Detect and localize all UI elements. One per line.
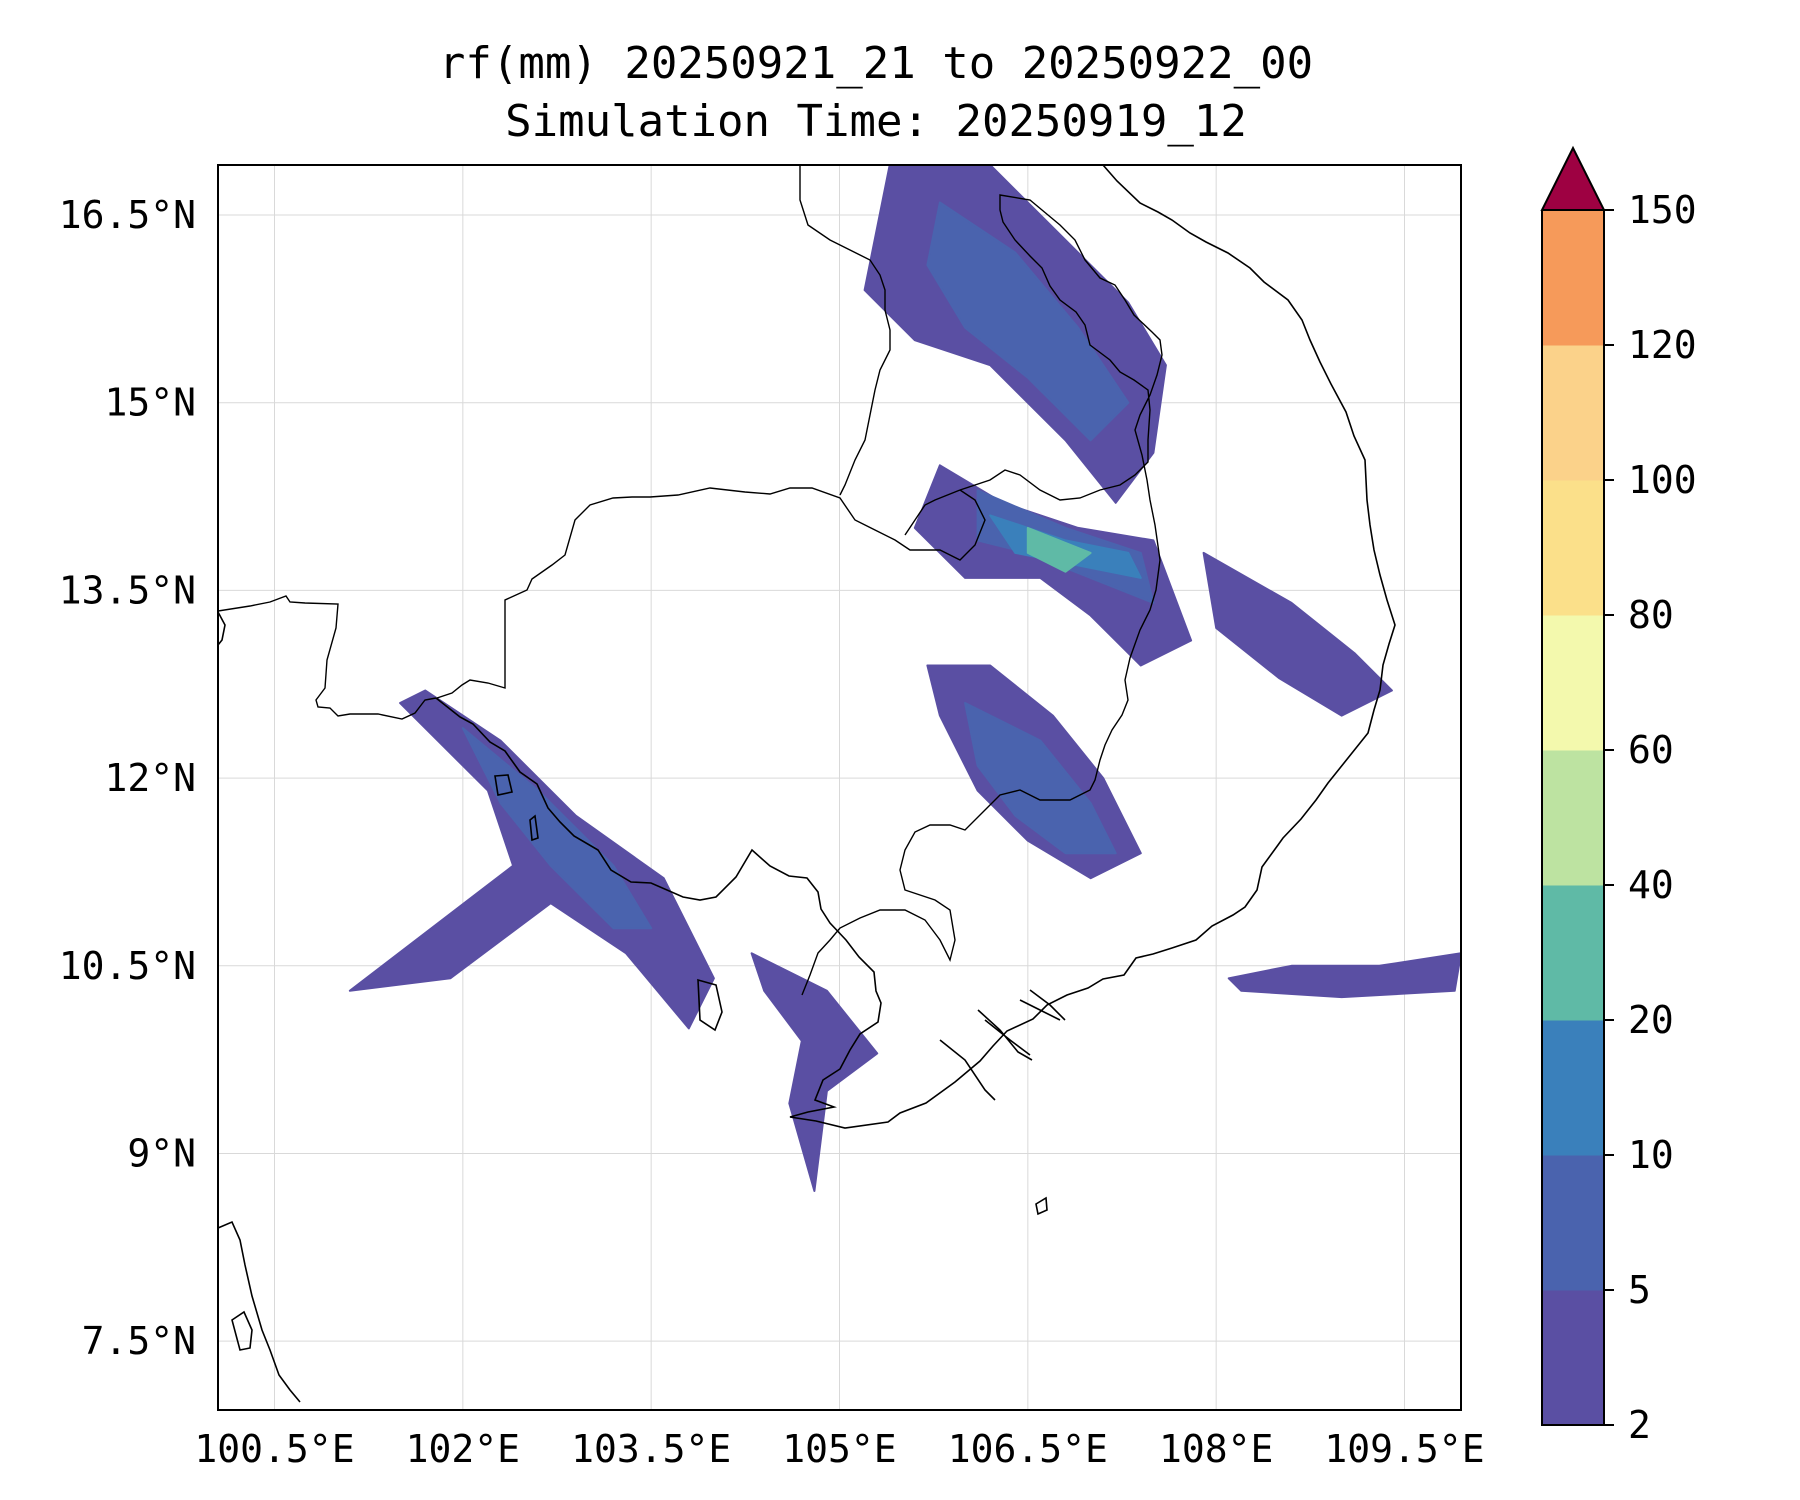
colorbar-tick-label: 120 bbox=[1628, 323, 1697, 367]
colorbar-tick-label: 10 bbox=[1628, 1133, 1674, 1177]
colorbar-tick-label: 2 bbox=[1628, 1403, 1651, 1447]
x-tick-label: 109.5°E bbox=[1324, 1427, 1484, 1471]
border-thailand-cambodia bbox=[218, 487, 986, 720]
y-tick-label: 7.5°N bbox=[82, 1319, 196, 1363]
colorbar-frame bbox=[1541, 210, 1605, 1426]
border-laos-thailand bbox=[799, 165, 961, 536]
y-tick-label: 9°N bbox=[127, 1131, 196, 1175]
map-frame bbox=[217, 164, 1462, 1411]
y-axis-ticks: 16.5°N 15°N 13.5°N 12°N 10.5°N 9°N 7.5°N bbox=[59, 193, 196, 1363]
y-tick-label: 16.5°N bbox=[59, 193, 196, 237]
colorbar-segment bbox=[1542, 1020, 1604, 1156]
country-borders bbox=[218, 165, 1163, 996]
rain-area-gulf-core bbox=[461, 727, 653, 930]
colorbar-extend-arrow bbox=[1540, 145, 1606, 211]
colorbar-tick-label: 5 bbox=[1628, 1268, 1651, 1312]
coastline-gulf-of-thailand bbox=[435, 165, 1396, 1129]
colorbar: 2 5 10 20 40 60 80 100 120 150 bbox=[1540, 145, 1697, 1447]
colorbar-tick-label: 80 bbox=[1628, 593, 1674, 637]
x-tick-label: 105°E bbox=[782, 1427, 896, 1471]
y-tick-label: 12°N bbox=[104, 756, 196, 800]
rain-area-gulf-of-thailand-coast bbox=[348, 689, 715, 1030]
colorbar-tick-label: 20 bbox=[1628, 998, 1674, 1042]
y-tick-label: 15°N bbox=[104, 381, 196, 425]
chart-title-line2: Simulation Time: 20250919_12 bbox=[505, 96, 1247, 147]
y-tick-label: 13.5°N bbox=[59, 568, 196, 612]
colorbar-tick-label: 100 bbox=[1628, 458, 1697, 502]
colorbar-segment bbox=[1542, 480, 1604, 616]
coastline bbox=[218, 165, 1396, 1403]
x-tick-label: 108°E bbox=[1159, 1427, 1273, 1471]
rain-area-ne-cambodia-peak bbox=[1026, 526, 1092, 573]
colorbar-segment bbox=[1542, 1290, 1604, 1426]
colorbar-segment bbox=[1542, 885, 1604, 1021]
x-axis-ticks: 100.5°E 102°E 103.5°E 105°E 106.5°E 108°E 109… bbox=[194, 1427, 1484, 1471]
rain-area-south-china-sea-band bbox=[1227, 952, 1461, 999]
x-tick-label: 106.5°E bbox=[948, 1427, 1108, 1471]
colorbar-segment bbox=[1542, 210, 1604, 346]
x-tick-label: 100.5°E bbox=[194, 1427, 354, 1471]
y-tick-label: 10.5°N bbox=[59, 944, 196, 988]
rain-area-east-cambodia-core bbox=[964, 702, 1117, 855]
coastline-mekong-delta bbox=[939, 989, 1066, 1101]
colorbar-segment bbox=[1542, 615, 1604, 751]
colorbar-segment bbox=[1542, 1155, 1604, 1291]
colorbar-tick-label: 150 bbox=[1628, 188, 1697, 232]
coastline-thailand-west bbox=[218, 611, 226, 646]
border-laos-cambodia-vietnam bbox=[801, 194, 1163, 996]
colorbar-segment bbox=[1542, 750, 1604, 886]
rain-area-vietnam-central-coast bbox=[1202, 551, 1393, 717]
chart-title-line1: rf(mm) 20250921_21 to 20250922_00 bbox=[439, 38, 1313, 89]
coastline-islands bbox=[231, 774, 1048, 1351]
rainfall-field bbox=[348, 165, 1461, 1192]
colorbar-segment bbox=[1542, 345, 1604, 481]
coastline-malay-peninsula bbox=[218, 1220, 301, 1403]
colorbar-tick-label: 40 bbox=[1628, 863, 1674, 907]
colorbar-tick-label: 60 bbox=[1628, 728, 1674, 772]
rain-area-kampot-coast bbox=[750, 952, 879, 1192]
x-tick-label: 102°E bbox=[406, 1427, 520, 1471]
rain-area-laos-core bbox=[926, 201, 1130, 442]
x-tick-label: 103.5°E bbox=[571, 1427, 731, 1471]
